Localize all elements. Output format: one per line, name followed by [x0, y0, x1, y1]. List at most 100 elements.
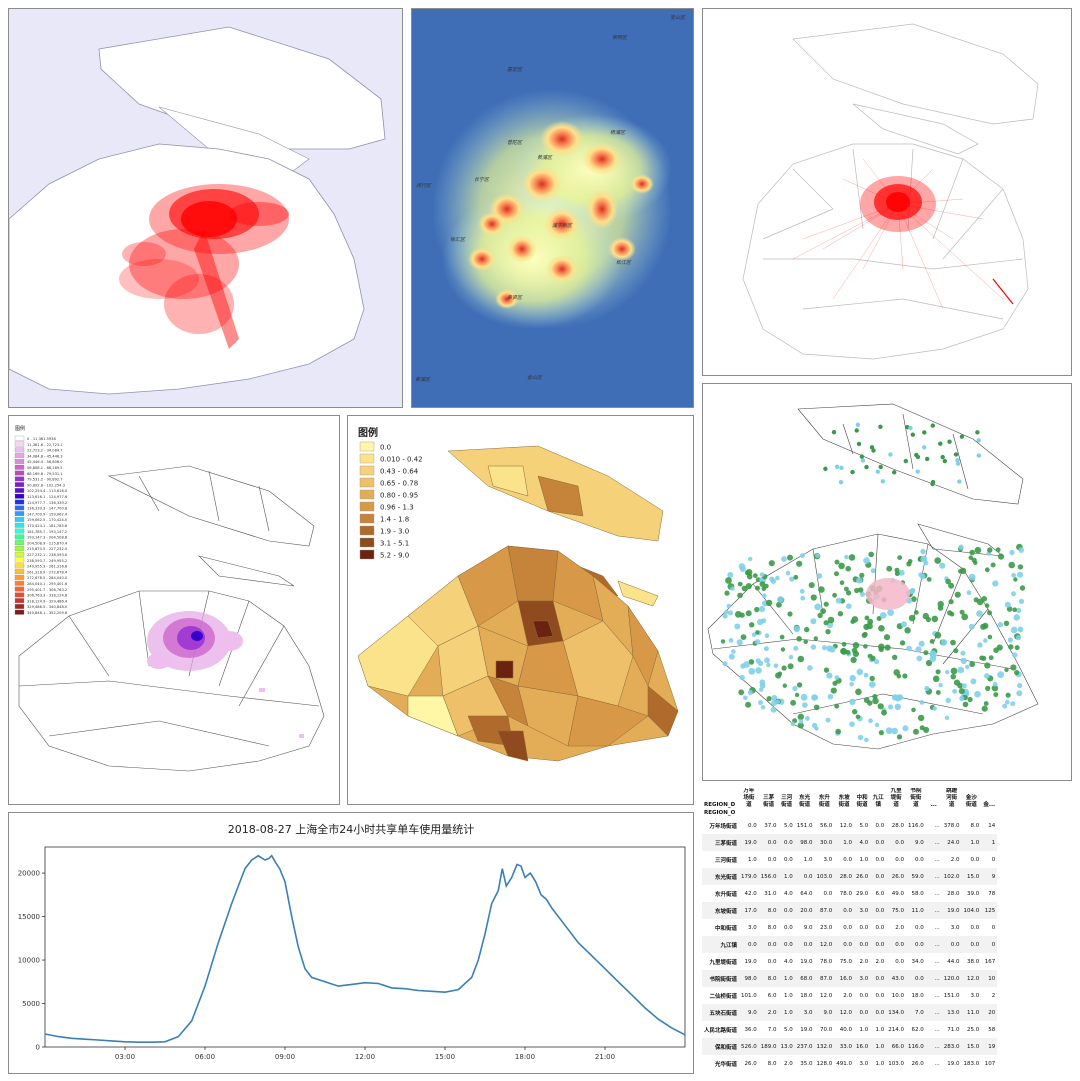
table-cell: 18.0 [800, 992, 813, 999]
station-dot [911, 707, 916, 713]
station-dot [886, 565, 893, 572]
table-cell: ... [934, 941, 940, 948]
table-cell: 120.0 [943, 975, 960, 982]
station-dot [863, 697, 870, 704]
station-dot [976, 598, 984, 606]
station-dot [984, 603, 990, 608]
table-cell: 5.0 [859, 822, 869, 829]
table-cell: ... [934, 907, 940, 914]
station-dot [1004, 601, 1011, 608]
station-dot [841, 641, 847, 647]
table-cell: 0.0 [859, 941, 869, 948]
station-dot [789, 576, 795, 582]
station-dot [834, 559, 840, 565]
table-cell: 3.0 [859, 907, 869, 914]
station-dot [894, 703, 901, 710]
station-dot [860, 591, 865, 597]
station-dot [771, 695, 778, 701]
station-dot [961, 683, 967, 689]
table-cell: 87.0 [820, 975, 833, 982]
table-cell: 7.0 [915, 1009, 924, 1016]
station-dot [981, 655, 987, 661]
station-dot [1011, 572, 1016, 578]
column-header: 金沙街道 [965, 795, 977, 808]
table-cell: 0.0 [748, 941, 757, 948]
table-cell: 19 [988, 1043, 996, 1050]
table-cell: 6.0 [767, 992, 777, 999]
purple-legend-label: 11,361.6 - 22,723.1 [27, 443, 63, 447]
table-cell: 87.0 [820, 907, 833, 914]
station-dot [911, 596, 917, 602]
station-dot [751, 632, 757, 637]
station-dot [996, 644, 1003, 651]
station-dot [908, 425, 913, 431]
table-cell: 526.0 [741, 1043, 757, 1050]
station-dot [1018, 547, 1024, 553]
table-cell: 167 [984, 958, 996, 965]
station-dot [1012, 652, 1018, 658]
table-cell: 78.0 [839, 890, 853, 897]
table-cell: 2.0 [767, 1009, 777, 1016]
od-table: REGION_D 万年场街道 三茅街道 三河街道 东光街道 东升街道 东坡街道 中和街道 九江… [702, 788, 998, 1072]
purple-legend-label: 0 - 11,361.5938 [27, 437, 56, 441]
station-dot [736, 639, 743, 646]
table-cell: 491.0 [836, 1060, 853, 1067]
station-dot [937, 600, 944, 608]
station-dot [974, 690, 981, 698]
station-dot [877, 703, 884, 710]
station-dot [968, 555, 974, 560]
station-dot [987, 610, 992, 616]
station-dot [737, 592, 743, 599]
station-dot [896, 694, 904, 701]
table-cell: 13.0 [947, 1009, 960, 1016]
y-tick-label: 5000 [22, 1000, 40, 1008]
station-dot [743, 695, 748, 701]
row-header: 三茅街道 [715, 840, 738, 847]
station-dot [764, 633, 770, 638]
station-dot [755, 585, 760, 591]
station-dot [904, 627, 911, 634]
station-dot [929, 639, 935, 644]
table-cell: 8.0 [767, 907, 777, 914]
station-dot [917, 714, 925, 722]
station-dot [731, 649, 736, 654]
station-dot [849, 674, 856, 682]
table-cell: 0 [991, 941, 996, 948]
choropleth-legend-label: 3.1 - 5.1 [380, 540, 409, 548]
station-dot [977, 642, 983, 648]
station-dot [930, 481, 935, 487]
station-dot [881, 709, 887, 716]
purple-legend-swatch [14, 499, 25, 505]
station-dot [971, 557, 977, 563]
station-dot [1009, 549, 1015, 556]
table-cell: 37.0 [764, 822, 777, 829]
table-cell: 3.0 [970, 992, 980, 999]
station-dot [958, 688, 965, 695]
station-dot [870, 568, 876, 574]
table-cell: ... [934, 822, 940, 829]
station-dot [908, 614, 916, 622]
purple-legend-label: 227,232.1 - 238,593.6 [27, 553, 68, 557]
station-dot [945, 669, 950, 675]
table-cell: 0.0 [915, 941, 924, 948]
station-dot [759, 679, 766, 686]
station-dot [947, 439, 952, 444]
corner-top: REGION_D [704, 802, 736, 808]
column-header: 东升街道 [818, 795, 830, 808]
chongming-island [98, 26, 386, 150]
station-dot [814, 726, 819, 731]
station-dot [823, 601, 829, 607]
table-row: 人民北路街道 36.0 7.0 5.0 19.0 70.0 40.0 1.0 1.0 214.0 6… [702, 1021, 997, 1038]
station-dot [799, 553, 805, 559]
station-dot [920, 548, 926, 555]
station-dot [770, 706, 777, 713]
station-dot [793, 625, 800, 633]
purple-legend-label: 193,147.3 - 204,508.8 [27, 536, 68, 540]
table-cell: 28.0 [947, 890, 960, 897]
purple-legend-swatch [14, 528, 25, 534]
table-cell: 11.0 [911, 907, 924, 914]
table-cell: 36.0 [744, 1026, 757, 1033]
station-dot [796, 682, 803, 688]
table-cell: 10.0 [891, 992, 905, 999]
station-dot [991, 685, 999, 692]
